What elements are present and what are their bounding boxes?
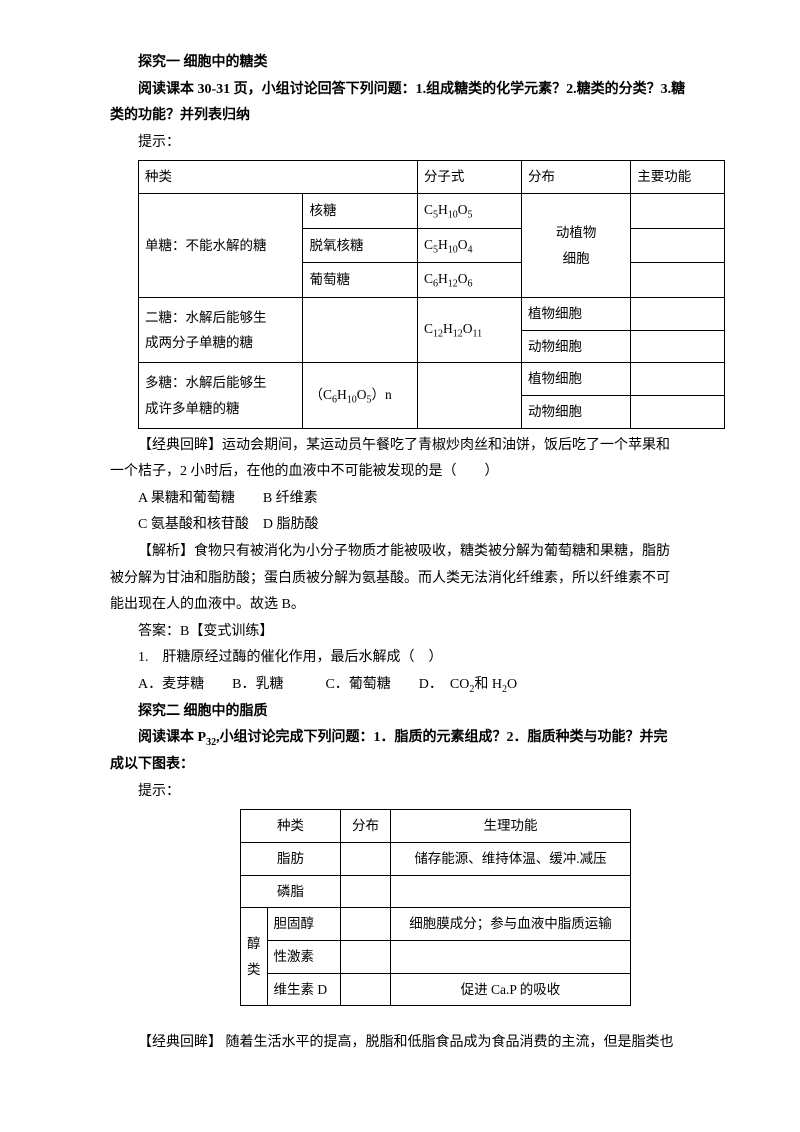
section1-title: 探究一 细胞中的糖类 xyxy=(110,50,725,77)
th-type: 种类 xyxy=(241,810,341,843)
table-row: 性激素 xyxy=(241,940,631,973)
cell-cat: 单糖：不能水解的糖 xyxy=(139,194,303,298)
table-row: 多糖：水解后能够生成许多单糖的糖 （C6H10O5）n 植物细胞 xyxy=(139,363,725,396)
cell-func: 细胞膜成分；参与血液中脂质运输 xyxy=(391,908,631,941)
cell-func xyxy=(631,194,725,229)
cell-func xyxy=(631,330,725,363)
cell-func xyxy=(391,940,631,973)
cell-dist xyxy=(341,940,391,973)
cell-dist: 动植物细胞 xyxy=(522,194,631,298)
th-func: 主要功能 xyxy=(631,161,725,194)
table-row: 二糖：水解后能够生成两分子单糖的糖 C12H12O11 植物细胞 xyxy=(139,298,725,331)
analysis-3: 能出现在人的血液中。故选 B。 xyxy=(110,592,725,619)
analysis-1: 【解析】食物只有被消化为小分子物质才能被吸收，糖类被分解为葡萄糖和果糖，脂肪 xyxy=(110,539,725,566)
table-row: 醇类 胆固醇 细胞膜成分；参与血液中脂质运输 xyxy=(241,908,631,941)
cell-formula: C5H10O4 xyxy=(417,228,521,263)
cell-sub: 脱氧核糖 xyxy=(303,228,417,263)
cell-sub: 性激素 xyxy=(267,940,341,973)
cell-formula: C5H10O5 xyxy=(417,194,521,229)
variant-options: A．麦芽糖 B．乳糖 C．葡萄糖 D． CO2和 H2O xyxy=(110,672,725,699)
cell-cat: 醇类 xyxy=(241,908,268,1006)
cell-sub: 葡萄糖 xyxy=(303,263,417,298)
cell-dist xyxy=(341,973,391,1006)
table-row: 脂肪 储存能源、维持体温、缓冲.减压 xyxy=(241,843,631,876)
cell-dist: 动物细胞 xyxy=(522,396,631,429)
cell-func xyxy=(631,363,725,396)
cell-dist: 动物细胞 xyxy=(522,330,631,363)
th-formula: 分子式 xyxy=(417,161,521,194)
cell-type: 脂肪 xyxy=(241,843,341,876)
hint-label-1: 提示： xyxy=(110,130,725,157)
section2-prompt-2: 成以下图表： xyxy=(110,752,725,779)
th-func: 生理功能 xyxy=(391,810,631,843)
cell-formula xyxy=(417,363,521,428)
option-ab: A 果糖和葡萄糖 B 纤维素 xyxy=(110,486,725,513)
sugar-table: 种类 分子式 分布 主要功能 单糖：不能水解的糖 核糖 C5H10O5 动植物细… xyxy=(138,160,725,428)
cell-func xyxy=(631,396,725,429)
spacer xyxy=(110,1010,725,1030)
cell-cat: 二糖：水解后能够生成两分子单糖的糖 xyxy=(139,298,303,363)
cell-dist: 植物细胞 xyxy=(522,298,631,331)
th-dist: 分布 xyxy=(522,161,631,194)
cell-dist xyxy=(341,908,391,941)
cell-dist xyxy=(341,875,391,908)
cell-sub: （C6H10O5）n xyxy=(303,363,417,428)
cell-sub: 核糖 xyxy=(303,194,417,229)
option-cd: C 氨基酸和核苷酸 D 脂肪酸 xyxy=(110,512,725,539)
cell-type: 磷脂 xyxy=(241,875,341,908)
cell-func xyxy=(631,298,725,331)
cell-sub: 维生素 D xyxy=(267,973,341,1006)
cell-func xyxy=(391,875,631,908)
answer-label: 答案：B【变式训练】 xyxy=(110,619,725,646)
table-row: 种类 分子式 分布 主要功能 xyxy=(139,161,725,194)
th-type: 种类 xyxy=(139,161,418,194)
review-question-2: 一个桔子，2 小时后，在他的血液中不可能被发现的是（ ） xyxy=(110,459,725,486)
cell-func: 储存能源、维持体温、缓冲.减压 xyxy=(391,843,631,876)
cell-cat: 多糖：水解后能够生成许多单糖的糖 xyxy=(139,363,303,428)
cell-formula: C12H12O11 xyxy=(417,298,521,363)
section1-prompt-line2: 类的功能？并列表归纳 xyxy=(110,103,725,130)
table-row: 种类 分布 生理功能 xyxy=(241,810,631,843)
cell-sub xyxy=(303,298,417,363)
cell-func: 促进 Ca.P 的吸收 xyxy=(391,973,631,1006)
cell-dist: 植物细胞 xyxy=(522,363,631,396)
section2-review: 【经典回眸】 随着生活水平的提高，脱脂和低脂食品成为食品消费的主流，但是脂类也 xyxy=(110,1030,725,1057)
cell-func xyxy=(631,263,725,298)
table-row: 单糖：不能水解的糖 核糖 C5H10O5 动植物细胞 xyxy=(139,194,725,229)
cell-dist xyxy=(341,843,391,876)
section2-title: 探究二 细胞中的脂质 xyxy=(110,699,725,726)
table-row: 磷脂 xyxy=(241,875,631,908)
table-row: 维生素 D 促进 Ca.P 的吸收 xyxy=(241,973,631,1006)
cell-formula: C6H12O6 xyxy=(417,263,521,298)
section1-prompt-line1: 阅读课本 30-31 页，小组讨论回答下列问题：1.组成糖类的化学元素？2.糖类… xyxy=(110,77,725,104)
analysis-2: 被分解为甘油和脂肪酸；蛋白质被分解为氨基酸。而人类无法消化纤维素，所以纤维素不可 xyxy=(110,566,725,593)
cell-sub: 胆固醇 xyxy=(267,908,341,941)
hint-label-2: 提示： xyxy=(110,779,725,806)
section2-prompt-1: 阅读课本 P32,小组讨论完成下列问题：1．脂质的元素组成？2．脂质种类与功能？… xyxy=(110,725,725,752)
th-dist: 分布 xyxy=(341,810,391,843)
review-question-1: 【经典回眸】运动会期间，某运动员午餐吃了青椒炒肉丝和油饼，饭后吃了一个苹果和 xyxy=(110,433,725,460)
cell-func xyxy=(631,228,725,263)
lipid-table: 种类 分布 生理功能 脂肪 储存能源、维持体温、缓冲.减压 磷脂 醇类 胆固醇 … xyxy=(240,809,631,1006)
variant-question: 1. 肝糖原经过酶的催化作用，最后水解成（ ） xyxy=(110,645,725,672)
